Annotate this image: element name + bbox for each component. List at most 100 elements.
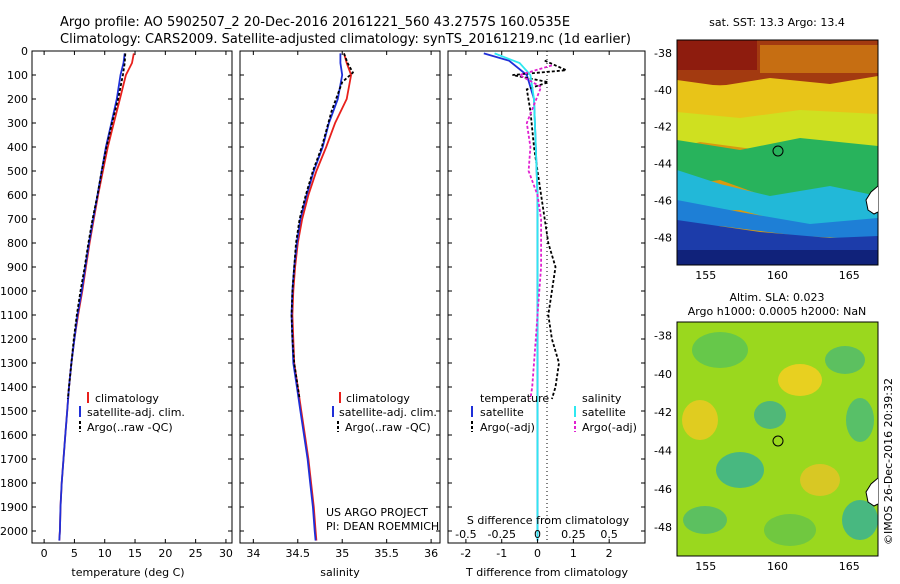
latitude-tick-label: -42: [654, 121, 672, 134]
x-tick-label: 15: [128, 547, 142, 560]
depth-tick-label: 1600: [0, 429, 28, 442]
temperature-panel-frame: [31, 50, 233, 544]
depth-tick-label: 1700: [0, 453, 28, 466]
sst-map-title: sat. SST: 13.3 Argo: 13.4: [709, 16, 845, 29]
t-difference-axis-label: T difference from climatology: [465, 566, 628, 579]
imos-credit: ©IMOS 26-Dec-2016 20:39:32: [882, 378, 895, 545]
x-tick-label: 20: [158, 547, 172, 560]
depth-tick-label: 1400: [0, 381, 28, 394]
latitude-tick-label: -46: [654, 194, 672, 207]
latitude-tick-label: -40: [654, 84, 672, 97]
series-line-1-2: [290, 53, 355, 400]
longitude-tick-label: 155: [695, 560, 716, 573]
sla-map-image: [677, 322, 878, 556]
temperature-axis-label: temperature (deg C): [71, 566, 184, 579]
x-tick-label: -1: [496, 547, 507, 560]
depth-tick-label: 700: [7, 213, 28, 226]
sla-map-title-line2: Argo h1000: 0.0005 h2000: NaN: [688, 305, 867, 318]
legend-label-temp-satellite: satellite: [480, 406, 524, 419]
coastline-sst: [865, 185, 879, 215]
x-tick-label: 1: [570, 547, 577, 560]
x-tick-label: -2: [460, 547, 471, 560]
longitude-tick-label: 165: [839, 269, 860, 282]
x-tick-label: 10: [98, 547, 112, 560]
latitude-tick-label: -42: [654, 406, 672, 419]
depth-tick-label: 1500: [0, 405, 28, 418]
legend-label-sal-argo: Argo(-adj): [582, 421, 637, 434]
latitude-tick-label: -38: [654, 47, 672, 60]
x-tick-label: 35: [335, 547, 349, 560]
salinity-legend: climatology satellite-adj. clim. Argo(..…: [326, 392, 439, 533]
figure-title-line1: Argo profile: AO 5902507_2 20-Dec-2016 2…: [60, 15, 570, 30]
s-difference-tick-label: 0.25: [561, 528, 586, 541]
longitude-tick-label: 160: [767, 560, 788, 573]
project-annotation-line2: PI: DEAN ROEMMICH: [326, 520, 439, 533]
sst-map-image: [677, 40, 878, 265]
s-difference-tick-label: 0: [534, 528, 541, 541]
salinity-panel-frame: [239, 50, 441, 544]
longitude-tick-label: 155: [695, 269, 716, 282]
depth-tick-label: 400: [7, 141, 28, 154]
depth-tick-label: 2000: [0, 525, 28, 538]
series-line-2-3: [517, 64, 553, 400]
latitude-tick-label: -46: [654, 483, 672, 496]
legend-label-satellite: satellite-adj. clim.: [87, 406, 185, 419]
depth-tick-label: 600: [7, 189, 28, 202]
depth-tick-label: 100: [7, 69, 28, 82]
s-difference-axis-label: S difference from climatology: [467, 514, 630, 527]
depth-tick-label: 1900: [0, 501, 28, 514]
latitude-tick-label: -44: [654, 158, 672, 171]
depth-tick-label: 1200: [0, 333, 28, 346]
x-tick-label: 25: [189, 547, 203, 560]
profile-location-marker-sst: [772, 145, 784, 157]
depth-tick-label: 800: [7, 237, 28, 250]
s-difference-tick-label: 0.5: [600, 528, 618, 541]
legend-header-salinity: salinity: [582, 392, 622, 405]
x-tick-label: 2: [606, 547, 613, 560]
depth-tick-label: 1800: [0, 477, 28, 490]
latitude-tick-label: -38: [654, 329, 672, 342]
latitude-tick-label: -48: [654, 231, 672, 244]
depth-tick-label: 1300: [0, 357, 28, 370]
depth-tick-label: 300: [7, 117, 28, 130]
sla-map-frame: [676, 321, 879, 557]
legend-label-climatology: climatology: [346, 392, 410, 405]
project-annotation-line1: US ARGO PROJECT: [326, 506, 428, 519]
legend-label-argo: Argo(..raw -QC): [345, 421, 431, 434]
latitude-tick-label: -48: [654, 521, 672, 534]
x-tick-label: 36: [424, 547, 438, 560]
temperature-legend: climatology satellite-adj. clim. Argo(..…: [79, 392, 185, 434]
sst-map-frame: [676, 39, 879, 266]
sla-map-title-line1: Altim. SLA: 0.023: [729, 291, 824, 304]
x-tick-label: 0: [534, 547, 541, 560]
legend-label-satellite: satellite-adj. clim.: [339, 406, 437, 419]
depth-tick-label: 1000: [0, 285, 28, 298]
depth-tick-label: 900: [7, 261, 28, 274]
x-tick-label: 35.5: [374, 547, 399, 560]
latitude-tick-label: -44: [654, 445, 672, 458]
legend-label-temp-argo: Argo(-adj): [480, 421, 535, 434]
s-difference-tick-label: -0.25: [487, 528, 515, 541]
series-line-2-1: [512, 59, 570, 400]
legend-label-sal-satellite: satellite: [582, 406, 626, 419]
x-tick-label: 30: [219, 547, 233, 560]
x-tick-label: 0: [41, 547, 48, 560]
latitude-tick-label: -40: [654, 368, 672, 381]
s-difference-tick-label: -0.5: [455, 528, 476, 541]
axes-layer: 0 5 10 15 20 25 300100200300400500600700800900…: [0, 45, 860, 573]
depth-tick-label: 0: [21, 45, 28, 58]
series-line-2-2: [494, 52, 539, 541]
depth-tick-label: 1100: [0, 309, 28, 322]
difference-panel-frame: [447, 50, 646, 544]
legend-header-temperature: temperature: [480, 392, 549, 405]
depth-tick-label: 200: [7, 93, 28, 106]
figure-title-line2: Climatology: CARS2009. Satellite-adjuste…: [60, 32, 631, 47]
legend-label-argo: Argo(..raw -QC): [87, 421, 173, 434]
profile-series-layer: [58, 52, 570, 541]
legend-label-climatology: climatology: [95, 392, 159, 405]
longitude-tick-label: 165: [839, 560, 860, 573]
x-tick-label: 34: [246, 547, 260, 560]
difference-legend: temperature salinity satellite Argo(-adj…: [471, 392, 637, 434]
